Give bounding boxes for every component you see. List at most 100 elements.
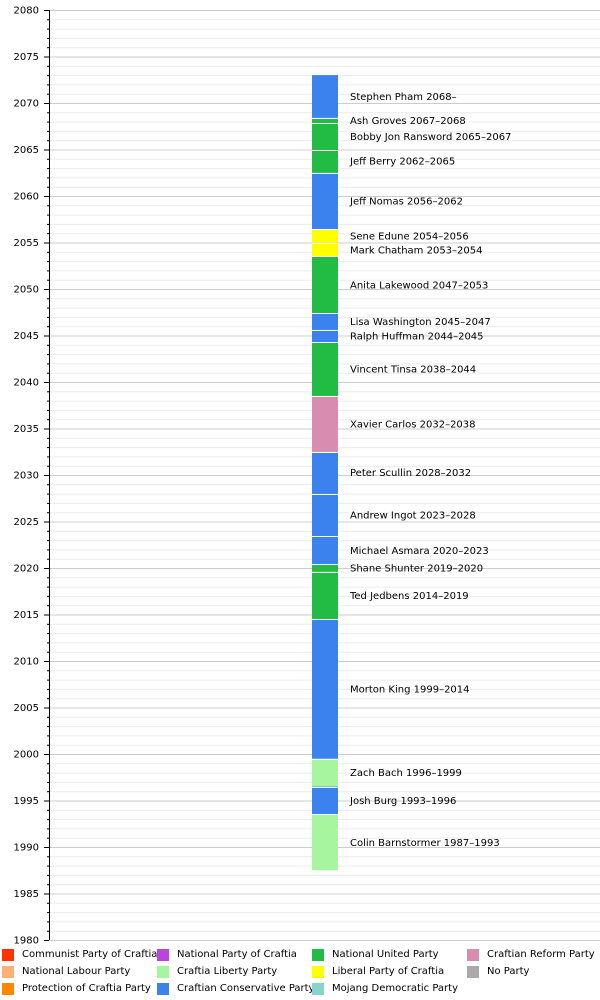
y-tick-label: 2000 — [14, 750, 39, 761]
term-label: Andrew Ingot 2023–2028 — [350, 510, 476, 521]
term-bar — [312, 395, 338, 452]
y-tick-label: 2015 — [14, 610, 39, 621]
term-bar — [312, 814, 338, 871]
legend-swatch — [157, 982, 169, 995]
term-label: Mark Chatham 2053–2054 — [350, 245, 483, 256]
legend-item: National United Party — [312, 946, 439, 963]
term-bar — [312, 493, 338, 537]
term-bar — [312, 242, 338, 257]
legend-swatch — [312, 965, 324, 978]
term-bar — [312, 786, 338, 815]
y-tick-label: 2070 — [14, 99, 39, 110]
term-bar — [312, 123, 338, 150]
term-label: Zach Bach 1996–1999 — [350, 768, 462, 779]
legend-item: Liberal Party of Craftia — [312, 963, 444, 980]
legend-label: National United Party — [332, 949, 439, 960]
legend-label: No Party — [487, 966, 530, 977]
term-label: Morton King 1999–2014 — [350, 684, 470, 695]
legend: Communist Party of Craftia National Party… — [0, 944, 600, 1000]
term-bar — [312, 571, 338, 620]
legend-item: National Party of Craftia — [157, 946, 297, 963]
y-tick-label: 2075 — [14, 52, 39, 63]
term-label: Shane Shunter 2019–2020 — [350, 564, 483, 575]
term-label: Michael Asmara 2020–2023 — [350, 546, 489, 557]
term-label: Ted Jedbens 2014–2019 — [349, 591, 469, 602]
term-bar — [312, 313, 338, 330]
term-label: Bobby Jon Ransword 2065–2067 — [350, 132, 511, 143]
term-bar — [312, 758, 338, 787]
y-tick-label: 2005 — [14, 703, 39, 714]
term-label: Stephen Pham 2068– — [350, 92, 457, 103]
legend-swatch — [467, 965, 479, 978]
term-bar — [312, 117, 338, 124]
term-label: Colin Barnstormer 1987–1993 — [350, 838, 500, 849]
term-label: Ash Groves 2067–2068 — [350, 116, 466, 127]
y-tick-label: 1980 — [14, 936, 39, 945]
y-axis: 1980 1985 1990 1995 2000 2005 2010 2015 2020 2025… — [14, 6, 50, 945]
y-tick-label: 2010 — [14, 657, 39, 668]
term-label: Lisa Washington 2045–2047 — [350, 317, 491, 328]
legend-item: Communist Party of Craftia — [2, 946, 157, 963]
term-label: Vincent Tinsa 2038–2044 — [350, 364, 476, 375]
term-bar — [312, 172, 338, 230]
term-bar — [312, 75, 338, 118]
legend-swatch — [2, 965, 14, 978]
y-tick-label: 2025 — [14, 517, 39, 528]
y-tick-label: 2035 — [14, 424, 39, 435]
legend-label: Liberal Party of Craftia — [332, 966, 445, 977]
term-label: Jeff Berry 2062–2065 — [349, 157, 455, 168]
legend-label: National Party of Craftia — [177, 949, 297, 960]
legend-swatch — [157, 965, 169, 978]
term-label: Peter Scullin 2028–2032 — [350, 468, 471, 479]
y-tick-label: 2080 — [14, 6, 39, 17]
legend-label: Craftia Liberty Party — [177, 966, 278, 977]
term-bar — [312, 564, 338, 572]
legend-swatch — [467, 948, 479, 961]
legend-label: National Labour Party — [22, 966, 131, 977]
term-label: Xavier Carlos 2032–2038 — [350, 419, 476, 430]
y-tick-label: 2065 — [14, 145, 39, 156]
term-bar — [312, 149, 338, 173]
term-bar — [312, 451, 338, 494]
legend-label: Protection of Craftia Party — [22, 983, 151, 994]
legend-swatch — [2, 982, 14, 995]
y-tick-label: 2045 — [14, 331, 39, 342]
term-bar — [312, 229, 338, 243]
y-tick-label: 2020 — [14, 564, 39, 575]
term-bar — [312, 256, 338, 314]
legend-item: No Party — [467, 963, 529, 980]
term-label: Anita Lakewood 2047–2053 — [350, 280, 488, 291]
y-tick-label: 1985 — [14, 889, 39, 900]
legend-item: Craftia Liberty Party — [157, 963, 277, 980]
term-bar — [312, 342, 338, 396]
legend-item: Protection of Craftia Party — [2, 980, 151, 997]
legend-item: Craftian Conservative Party — [157, 980, 314, 997]
term-labels: Stephen Pham 2068– Ash Groves 2067–2068 Bo… — [349, 92, 511, 849]
legend-label: Communist Party of Craftia — [22, 949, 158, 960]
legend-swatch — [2, 948, 14, 961]
legend-item: Craftian Reform Party — [467, 946, 595, 963]
legend-item: National Labour Party — [2, 963, 130, 980]
term-bars — [312, 75, 338, 871]
legend-swatch — [312, 982, 324, 995]
y-tick-label: 1990 — [14, 843, 39, 854]
term-label: Sene Edune 2054–2056 — [350, 231, 469, 242]
legend-label: Craftian Reform Party — [487, 949, 595, 960]
legend-item: Mojang Democratic Party — [312, 980, 458, 997]
legend-swatch — [312, 948, 324, 961]
legend-label: Mojang Democratic Party — [332, 983, 459, 994]
legend-swatch — [157, 948, 169, 961]
term-bar — [312, 536, 338, 565]
y-tick-label: 2050 — [14, 285, 39, 296]
y-tick-label: 2030 — [14, 471, 39, 482]
y-tick-label: 2060 — [14, 192, 39, 203]
term-bar — [312, 329, 338, 343]
term-label: Ralph Huffman 2044–2045 — [350, 331, 484, 342]
y-tick-label: 2055 — [14, 238, 39, 249]
y-tick-label: 2040 — [14, 378, 39, 389]
term-bar — [312, 619, 338, 759]
legend-label: Craftian Conservative Party — [177, 983, 315, 994]
term-label: Jeff Nomas 2056–2062 — [349, 197, 463, 208]
y-tick-label: 1995 — [14, 796, 39, 807]
term-label: Josh Burg 1993–1996 — [349, 796, 456, 807]
